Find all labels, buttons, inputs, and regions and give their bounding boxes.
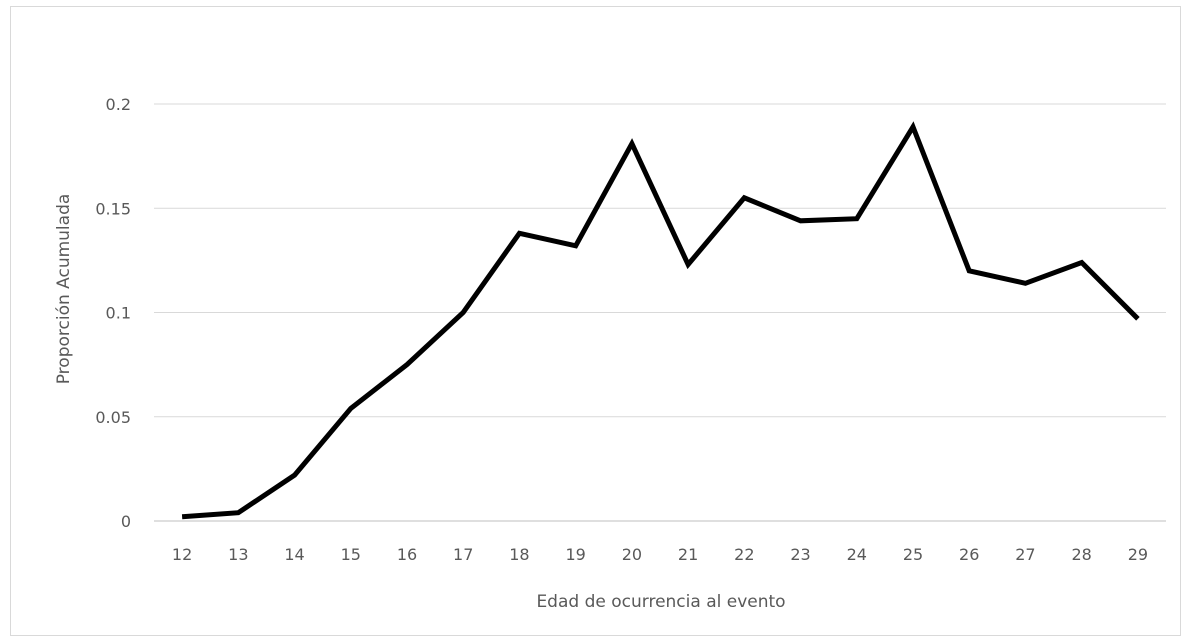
line-chart: 0 0.05 0.1 0.15 0.2 12 13 14 15 16 17 18 19 20 21 22 23… (54, 95, 1166, 612)
x-tick-label: 28 (1071, 545, 1091, 564)
chart-frame: 0 0.05 0.1 0.15 0.2 12 13 14 15 16 17 18 19 20 21 22 23… (10, 6, 1181, 636)
x-tick-label: 26 (959, 545, 979, 564)
x-tick-label: 12 (172, 545, 192, 564)
x-axis-title: Edad de ocurrencia al evento (536, 592, 785, 612)
y-tick-label: 0.15 (95, 199, 131, 218)
x-tick-label: 22 (734, 545, 754, 564)
y-tick-label: 0 (121, 512, 131, 531)
y-tick-label: 0.05 (95, 408, 131, 427)
x-tick-label: 27 (1015, 545, 1035, 564)
series-line (181, 121, 1140, 520)
x-tick-labels: 12 13 14 15 16 17 18 19 20 21 22 23 24 25 26 27 28 29 (172, 545, 1148, 564)
x-tick-label: 23 (790, 545, 810, 564)
x-tick-label: 14 (284, 545, 304, 564)
x-tick-label: 29 (1128, 545, 1148, 564)
x-tick-label: 18 (509, 545, 529, 564)
x-tick-label: 17 (453, 545, 473, 564)
y-tick-labels: 0 0.05 0.1 0.15 0.2 (95, 95, 131, 531)
gridlines (154, 103, 1166, 522)
x-tick-label: 24 (847, 545, 867, 564)
y-tick-label: 0.2 (106, 95, 131, 114)
y-axis-title: Proporción Acumulada (54, 194, 74, 385)
x-tick-label: 16 (397, 545, 417, 564)
x-tick-label: 15 (341, 545, 361, 564)
x-tick-label: 21 (678, 545, 698, 564)
x-tick-label: 19 (565, 545, 585, 564)
y-tick-label: 0.1 (106, 304, 131, 323)
series-layer (181, 121, 1140, 520)
x-tick-label: 25 (903, 545, 923, 564)
x-tick-label: 20 (622, 545, 642, 564)
x-tick-label: 13 (228, 545, 248, 564)
